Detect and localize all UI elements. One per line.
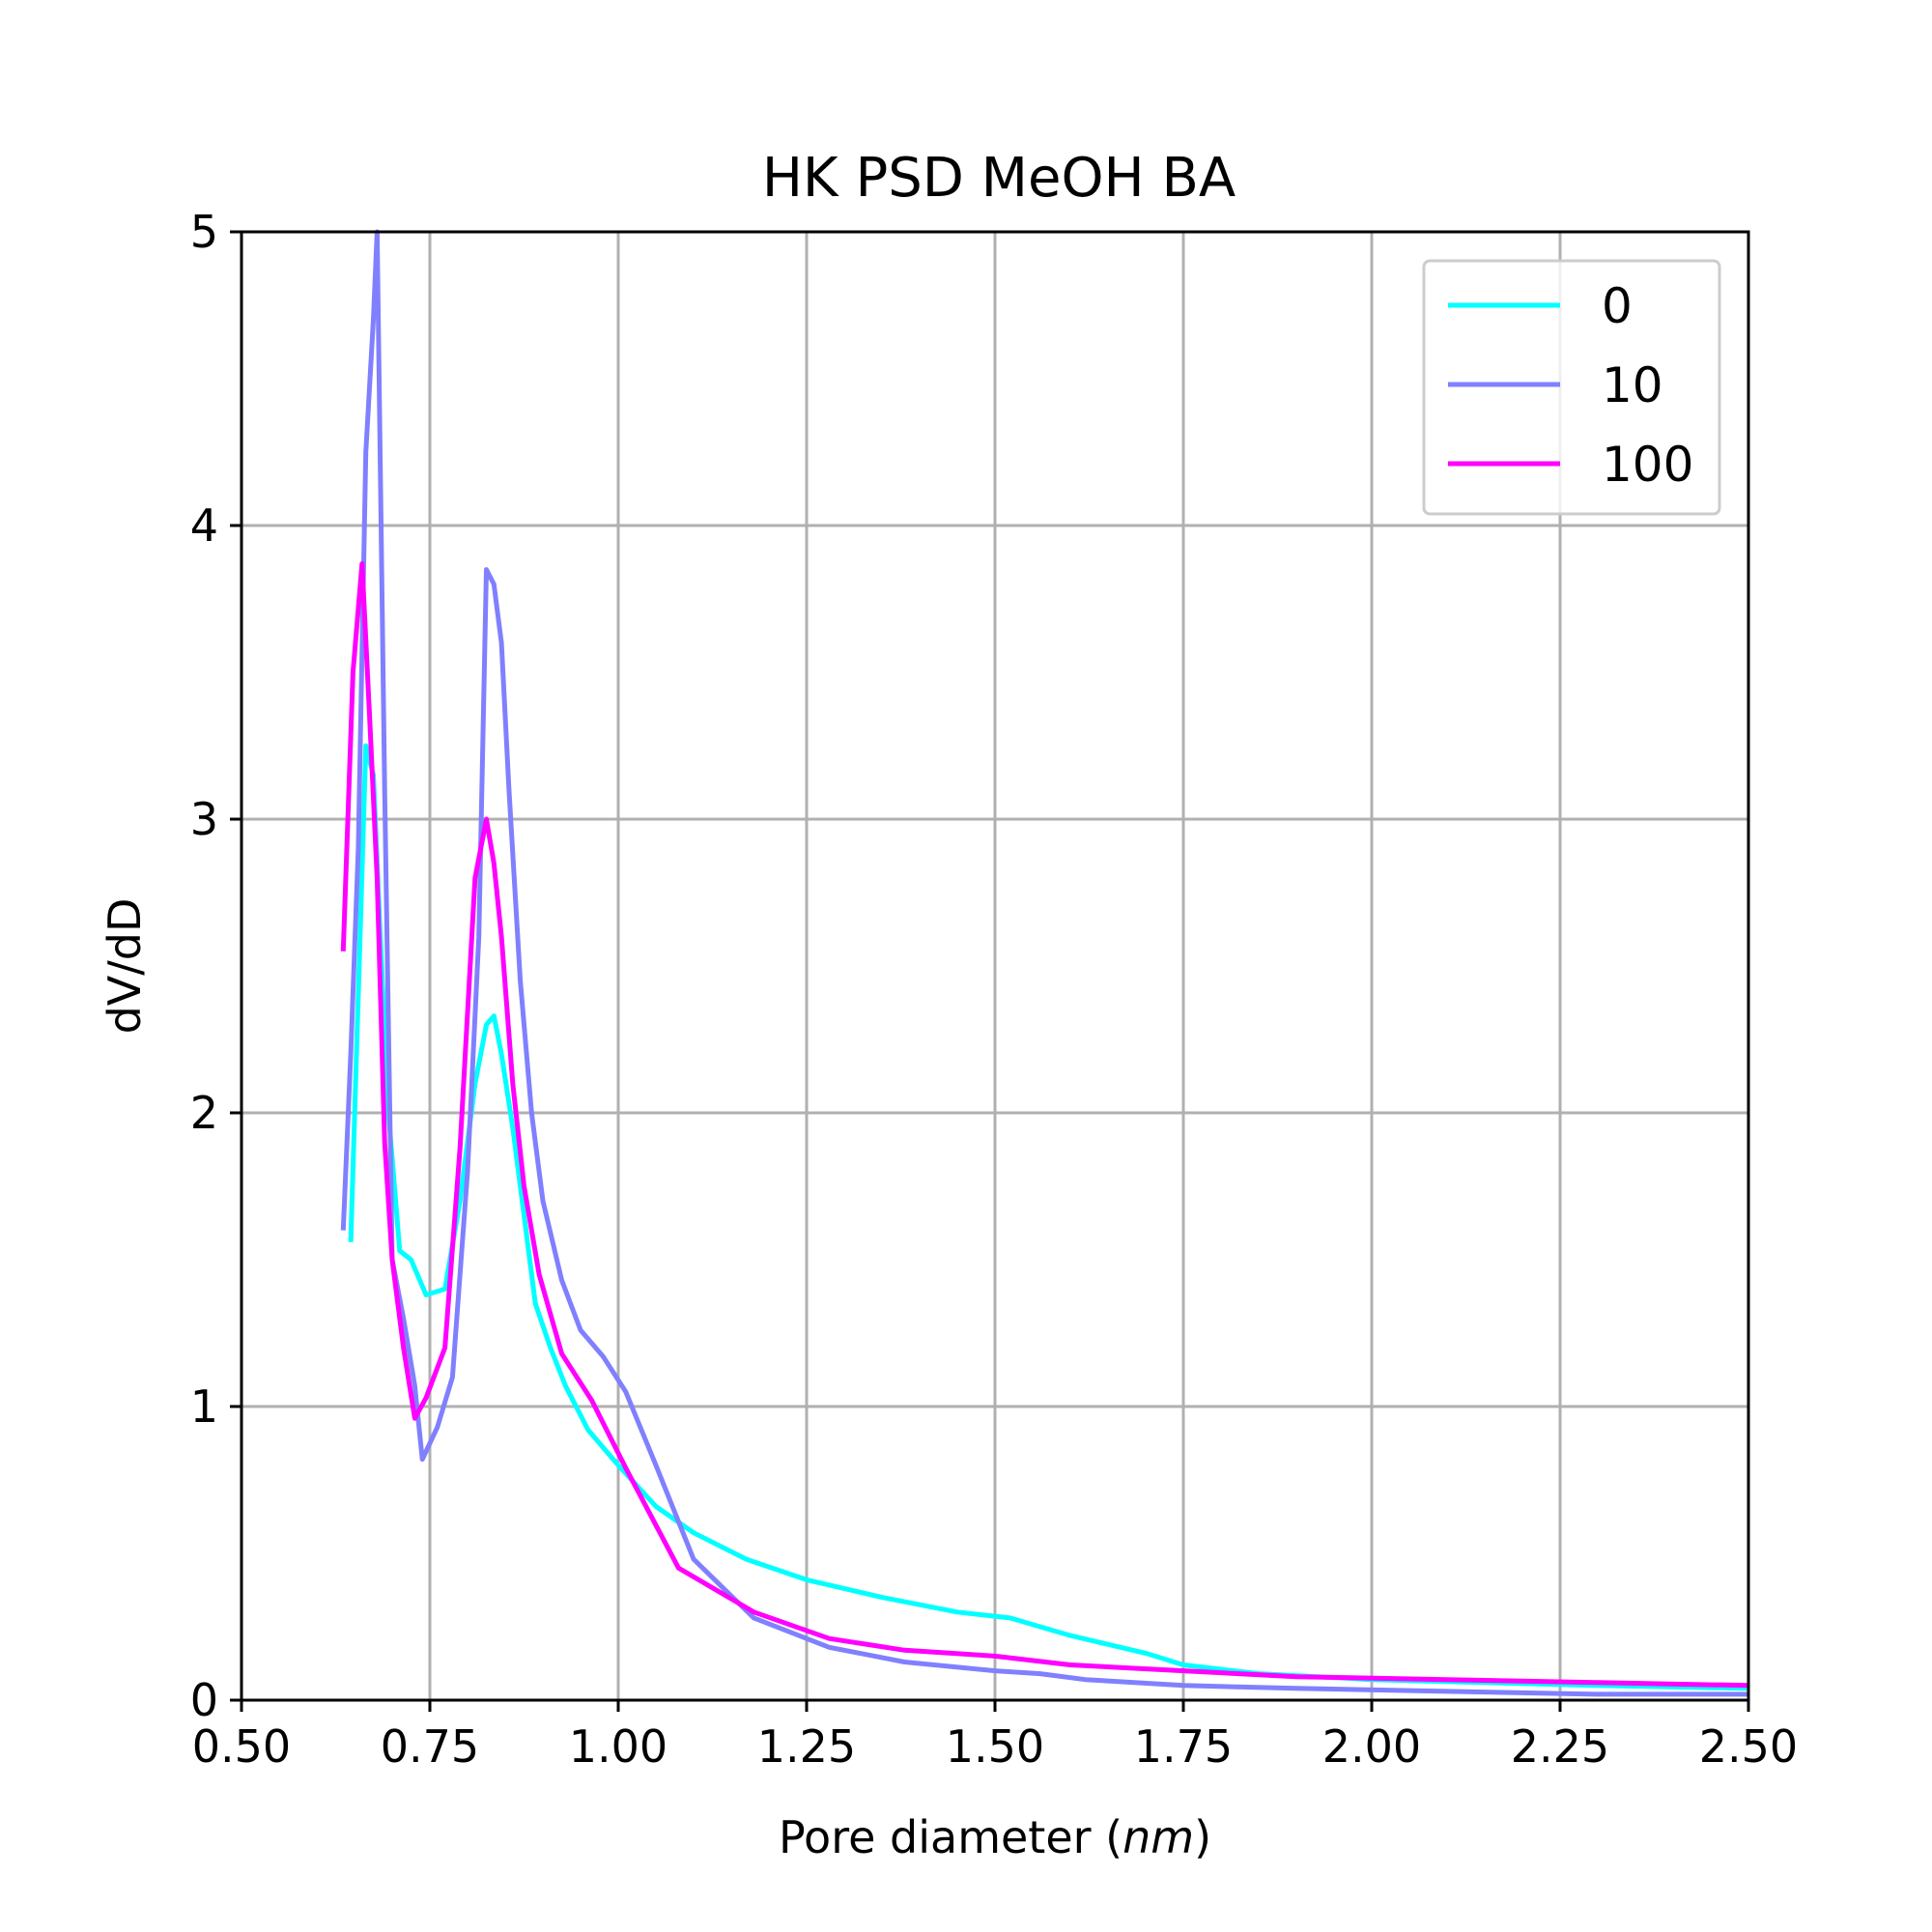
y-tick-label: 4 [190, 499, 218, 552]
x-tick-label: 2.50 [1699, 1720, 1798, 1773]
y-axis-label: dV/dD [99, 898, 151, 1035]
legend-label-10: 10 [1602, 357, 1663, 413]
legend-label-0: 0 [1602, 278, 1633, 334]
legend-box [1422, 259, 1721, 516]
chart-title: HK PSD MeOH BA [762, 147, 1236, 210]
x-tick-label: 1.00 [569, 1720, 668, 1773]
y-tick-label: 5 [190, 206, 218, 258]
x-tick-label: 1.75 [1134, 1720, 1233, 1773]
series-line-0 [348, 743, 1749, 1691]
series-group [340, 229, 1749, 1697]
x-tick-label: 0.75 [381, 1720, 479, 1773]
series-line-100 [340, 561, 1749, 1689]
x-axis-label: Pore diameter (nm) [779, 1811, 1211, 1863]
x-tick-label: 1.25 [757, 1720, 856, 1773]
y-tick-label: 3 [190, 793, 218, 845]
x-tick-label: 1.50 [946, 1720, 1044, 1773]
y-tick-label: 2 [190, 1087, 218, 1139]
y-tick-label: 1 [190, 1380, 218, 1433]
x-axis-ticks: 0.50 0.75 1.00 1.25 1.50 1.75 2.00 2.25 2.50 [192, 1700, 1798, 1773]
y-axis-ticks: 0 1 2 3 4 5 [190, 206, 242, 1726]
x-axis-label-suffix: ) [1194, 1811, 1211, 1863]
x-axis-label-prefix: Pore diameter ( [779, 1811, 1122, 1863]
legend-label-100: 100 [1602, 437, 1693, 493]
x-tick-label: 0.50 [192, 1720, 291, 1773]
y-tick-label: 0 [190, 1674, 218, 1726]
legend: 0 10 100 [1422, 259, 1721, 516]
x-tick-label: 2.25 [1511, 1720, 1609, 1773]
x-axis-label-unit: nm [1122, 1811, 1194, 1863]
x-tick-label: 2.00 [1322, 1720, 1421, 1773]
series-line-10 [340, 229, 1748, 1697]
